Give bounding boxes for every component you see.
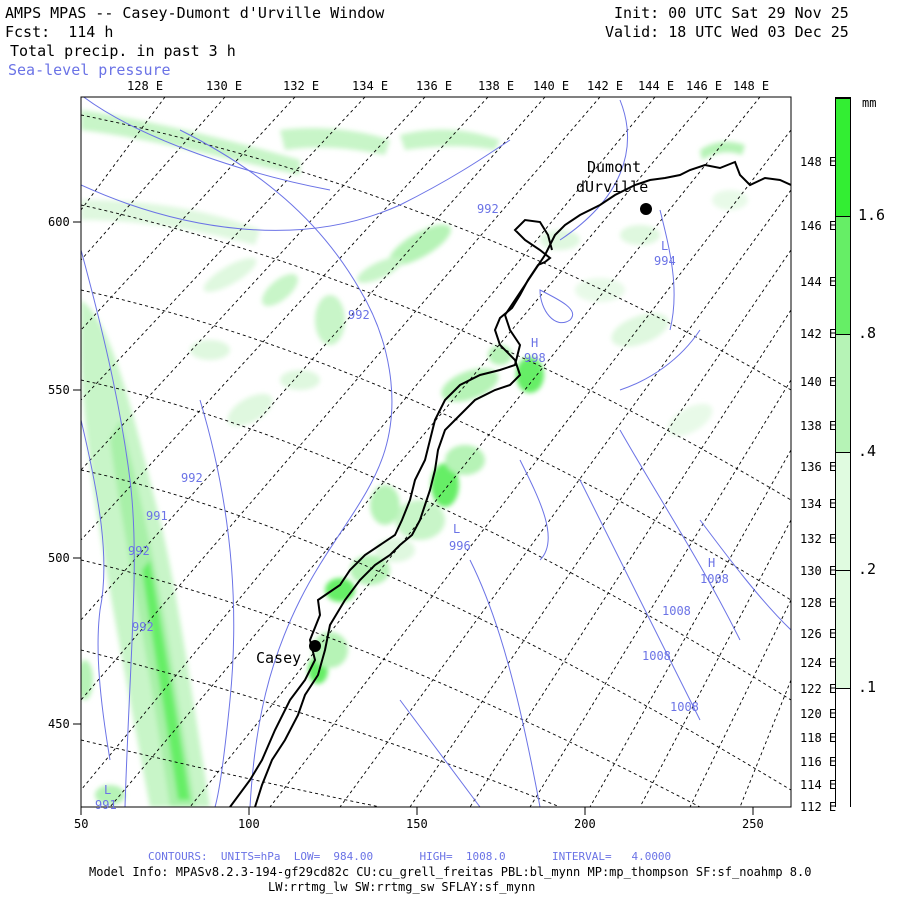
coastline [229, 160, 791, 807]
x-axis-label: 100 [238, 817, 260, 831]
right-lon-label: 114 E [800, 778, 837, 792]
right-lon-label: 130 E [800, 564, 837, 578]
pressure-label: 1008 [700, 572, 729, 586]
dumont-label-line2: dUrville [576, 178, 649, 196]
pressure-center-label: L [453, 522, 461, 536]
top-lon-label: 142 E [587, 79, 624, 93]
pressure-label: 1008 [662, 604, 691, 618]
right-lon-label: 120 E [800, 707, 837, 721]
casey-label: Casey [256, 649, 302, 667]
colorbar-segment-0.8 [836, 216, 850, 335]
right-lon-label: 124 E [800, 656, 837, 670]
colorbar-segment-0.4 [836, 334, 850, 453]
top-lon-label: 128 E [127, 79, 164, 93]
pressure-label: 992 [181, 471, 203, 485]
top-lon-label: 146 E [686, 79, 723, 93]
colorbar [835, 97, 851, 808]
top-lon-label: 148 E [733, 79, 770, 93]
dumont-station-marker [640, 203, 652, 215]
top-lon-label: 130 E [206, 79, 243, 93]
pressure-center-label: H [531, 336, 539, 350]
pressure-label: 992 [128, 544, 150, 558]
pressure-label: 992 [348, 308, 370, 322]
pressure-center-label: H [708, 556, 716, 570]
y-axis-label: 550 [48, 383, 70, 397]
top-lon-label: 140 E [533, 79, 570, 93]
right-lon-label: 122 E [800, 682, 837, 696]
colorbar-label: 1.6 [858, 206, 886, 224]
pressure-label: 992 [477, 202, 499, 216]
init-time: Init: 00 UTC Sat 29 Nov 25 [614, 4, 849, 22]
x-axis-label: 50 [74, 817, 89, 831]
y-axis-label: 600 [48, 215, 70, 229]
x-axis-label: 200 [574, 817, 596, 831]
top-lon-label: 138 E [478, 79, 515, 93]
contour-info: CONTOURS: UNITS=hPa LOW= 984.00 HIGH= 10… [148, 850, 672, 863]
right-lon-label: 116 E [800, 755, 837, 769]
right-lon-label: 144 E [800, 275, 837, 289]
contour-field-name: Sea-level pressure [8, 61, 171, 79]
right-lon-label: 136 E [800, 460, 837, 474]
right-lon-label: 142 E [800, 327, 837, 341]
right-lon-label: 126 E [800, 627, 837, 641]
map-title: AMPS MPAS -- Casey-Dumont d'Urville Wind… [5, 4, 385, 22]
colorbar-label: .2 [858, 560, 877, 578]
y-axis-label: 500 [48, 551, 70, 565]
map-frame [80, 96, 792, 808]
top-lon-label: 144 E [638, 79, 675, 93]
pressure-contours [81, 97, 791, 807]
casey-station-marker [309, 640, 321, 652]
colorbar-segment-1.6 [836, 98, 850, 217]
field-name: Total precip. in past 3 h [10, 42, 236, 60]
pressure-center-label: L [661, 239, 669, 253]
pressure-label: 994 [654, 254, 676, 268]
pressure-label: 998 [524, 351, 546, 365]
forecast-hour: Fcst: 114 h [5, 23, 114, 41]
pressure-center-label: L [104, 783, 112, 797]
colorbar-segment-0.2 [836, 452, 850, 571]
colorbar-label: .8 [858, 324, 877, 342]
right-lon-label: 132 E [800, 532, 837, 546]
model-info-line1: Model Info: MPASv8.2.3-194-gf29cd82c CU:… [89, 865, 812, 879]
colorbar-label: .4 [858, 442, 877, 460]
valid-time: Valid: 18 UTC Wed 03 Dec 25 [605, 23, 849, 41]
model-info-line2: LW:rrtmg_lw SW:rrtmg_sw SFLAY:sf_mynn [268, 880, 536, 894]
right-lon-label: 140 E [800, 375, 837, 389]
right-lon-label: 118 E [800, 731, 837, 745]
x-axis-label: 150 [406, 817, 428, 831]
pressure-label: 1008 [670, 700, 699, 714]
pressure-label: 996 [449, 539, 471, 553]
right-lon-label: 146 E [800, 219, 837, 233]
x-axis-label: 250 [742, 817, 764, 831]
pressure-label: 991 [146, 509, 168, 523]
lat-lon-grid [81, 97, 791, 807]
colorbar-segment-0.1 [836, 570, 850, 689]
pressure-label: 1008 [642, 649, 671, 663]
precipitation-shading [81, 110, 748, 807]
dumont-label-line1: Dumont [587, 158, 642, 176]
right-lon-label: 128 E [800, 596, 837, 610]
y-axis-label: 450 [48, 717, 70, 731]
top-lon-label: 134 E [352, 79, 389, 93]
colorbar-segment-0 [836, 688, 850, 808]
pressure-label: 991 [95, 798, 117, 812]
colorbar-unit: mm [862, 96, 877, 110]
right-lon-label: 148 E [800, 155, 837, 169]
right-lon-label: 138 E [800, 419, 837, 433]
pressure-label: 992 [132, 620, 154, 634]
top-lon-label: 132 E [283, 79, 320, 93]
colorbar-label: .1 [858, 678, 877, 696]
top-lon-label: 136 E [416, 79, 453, 93]
right-lon-label: 134 E [800, 497, 837, 511]
right-lon-label: 112 E [800, 800, 837, 814]
axis-ticks [73, 221, 754, 815]
